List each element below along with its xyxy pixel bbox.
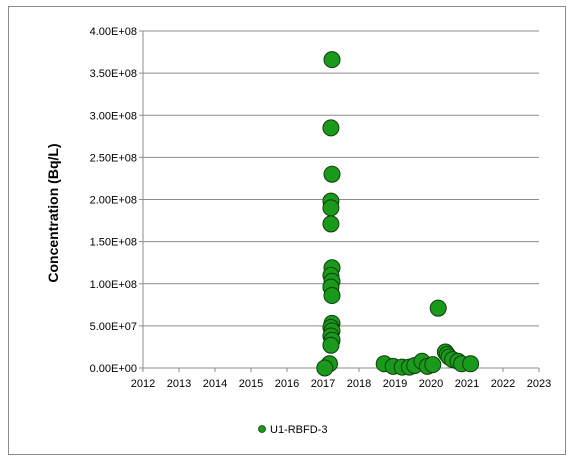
- y-axis-label: Concentration (Bq/L): [45, 143, 61, 282]
- data-point: [429, 299, 447, 317]
- data-point: [322, 119, 340, 137]
- axes: [142, 31, 540, 372]
- y-tick-label: 3.00E+08: [90, 110, 137, 122]
- x-tick-label: 2017: [311, 378, 335, 390]
- data-point: [323, 287, 341, 305]
- data-point: [462, 355, 480, 373]
- data-point: [323, 51, 341, 69]
- x-tick-label: 2016: [275, 378, 299, 390]
- y-tick-label: 3.50E+08: [90, 68, 137, 80]
- x-tick-label: 2014: [203, 378, 227, 390]
- x-tick-labels: 2012 2013 2014 2015 2016 2017 2018 2019 2020 2021…: [131, 378, 551, 390]
- data-point: [322, 336, 340, 354]
- data-points: [316, 51, 480, 377]
- legend-marker: [258, 425, 266, 433]
- data-point: [322, 215, 340, 233]
- x-tick-label: 2021: [455, 378, 479, 390]
- y-tick-label: 2.00E+08: [90, 195, 137, 207]
- legend-label: U1-RBFD-3: [270, 424, 327, 436]
- chart-frame: [8, 6, 566, 455]
- x-tick-label: 2020: [419, 378, 443, 390]
- legend: U1-RBFD-3: [258, 424, 327, 436]
- y-tick-labels: 0.00E+00 5.00E+07 1.00E+08 1.50E+08 2.00E+08…: [90, 26, 137, 375]
- data-point: [322, 199, 340, 217]
- data-point: [424, 356, 442, 374]
- y-tick-label: 2.50E+08: [90, 152, 137, 164]
- y-tick-label: 1.50E+08: [90, 237, 137, 249]
- data-point: [316, 359, 334, 377]
- y-tick-label: 1.00E+08: [90, 279, 137, 291]
- x-tick-label: 2023: [527, 378, 551, 390]
- data-point: [323, 165, 341, 183]
- x-tick-label: 2018: [347, 378, 371, 390]
- x-tick-label: 2019: [383, 378, 407, 390]
- x-tick-label: 2012: [131, 378, 155, 390]
- x-tick-label: 2022: [491, 378, 515, 390]
- y-tick-label: 4.00E+08: [90, 26, 137, 38]
- y-tick-label: 0.00E+00: [90, 363, 137, 375]
- x-tick-label: 2015: [239, 378, 263, 390]
- y-tick-label: 5.00E+07: [90, 321, 137, 333]
- x-tick-label: 2013: [167, 378, 191, 390]
